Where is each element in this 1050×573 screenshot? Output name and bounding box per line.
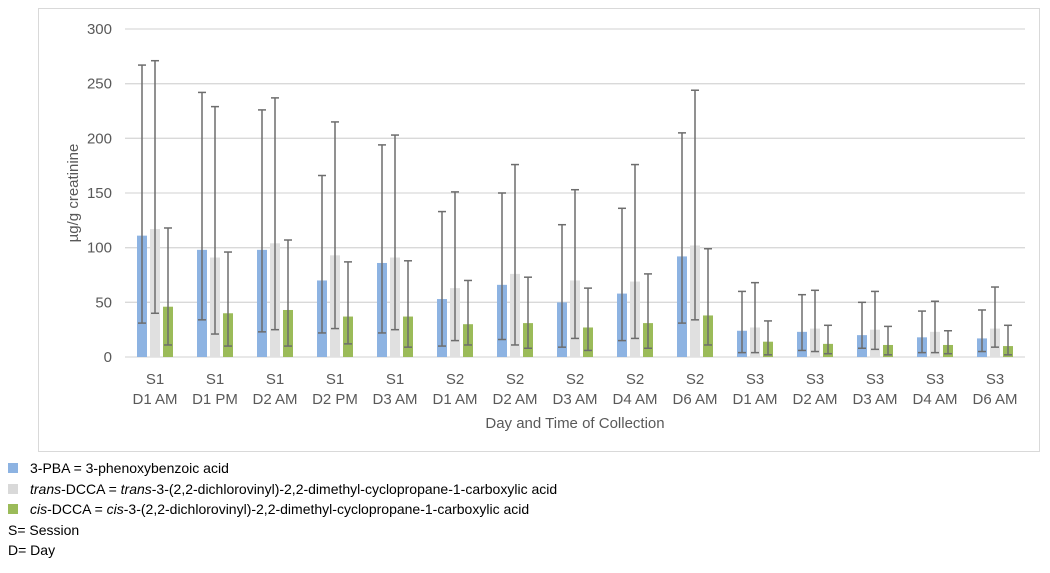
legend-note: D= Day <box>8 542 56 558</box>
x-tick-label: D6 AM <box>972 391 1017 408</box>
x-tick-label: S1 <box>206 371 224 388</box>
x-tick-label: S3 <box>806 371 824 388</box>
x-tick-label: D3 AM <box>372 391 417 408</box>
x-tick-label: D1 AM <box>432 391 477 408</box>
y-tick-label: 100 <box>87 240 112 257</box>
x-tick-label: D1 AM <box>132 391 177 408</box>
x-tick-label: D4 AM <box>912 391 957 408</box>
x-tick-label: S2 <box>566 371 584 388</box>
y-tick-label: 50 <box>95 294 112 311</box>
legend-swatch <box>8 463 18 474</box>
x-tick-label: S2 <box>686 371 704 388</box>
x-tick-label: S1 <box>326 371 344 388</box>
legend-swatch <box>8 504 18 515</box>
x-tick-label: S1 <box>386 371 404 388</box>
x-tick-label: S2 <box>446 371 464 388</box>
x-tick-label: D2 AM <box>252 391 297 408</box>
legend-item: cis-DCCA = cis-3-(2,2-dichlorovinyl)-2,2… <box>8 499 557 520</box>
bar-chart: 0 50 100 150 200 250 300 S1 D1 AM S1 D1 PM S1 D2 AM S… <box>65 21 1025 432</box>
x-tick-label: S3 <box>746 371 764 388</box>
x-tick-label: D2 PM <box>312 391 358 408</box>
x-tick-label: D1 PM <box>192 391 238 408</box>
x-tick-label: S2 <box>506 371 524 388</box>
x-axis-label: Day and Time of Collection <box>485 415 664 432</box>
legend-text: trans-DCCA = trans-3-(2,2-dichlorovinyl)… <box>30 480 558 497</box>
x-tick-label: S1 <box>146 371 164 388</box>
x-tick-label: S2 <box>626 371 644 388</box>
x-tick-label: S3 <box>986 371 1004 388</box>
x-tick-label: S3 <box>866 371 884 388</box>
y-axis-label: µg/g creatinine <box>65 144 82 243</box>
legend-text: cis-DCCA = cis-3-(2,2-dichlorovinyl)-2,2… <box>30 501 530 517</box>
x-tick-label: D4 AM <box>612 391 657 408</box>
x-tick-label: D2 AM <box>492 391 537 408</box>
chart-frame <box>38 8 1040 452</box>
x-tick-label: D3 AM <box>552 391 597 408</box>
legend-item: 3-PBA = 3-phenoxybenzoic acid <box>8 458 557 479</box>
y-tick-label: 150 <box>87 185 112 202</box>
x-tick-label: D3 AM <box>852 391 897 408</box>
x-tick-label: S1 <box>266 371 284 388</box>
legend-swatch <box>8 483 18 494</box>
legend-text: 3-PBA = 3-phenoxybenzoic acid <box>30 460 229 476</box>
legend: 3-PBA = 3-phenoxybenzoic acid trans-DCCA … <box>8 458 557 561</box>
y-tick-label: 0 <box>104 349 112 366</box>
legend-note: S= Session <box>8 521 80 538</box>
y-tick-label: 250 <box>87 76 112 93</box>
x-tick-label: D2 AM <box>792 391 837 408</box>
y-tick-label: 200 <box>87 130 112 147</box>
x-tick-label: S3 <box>926 371 944 388</box>
y-tick-label: 300 <box>87 21 112 38</box>
x-tick-label: D6 AM <box>672 391 717 408</box>
legend-item: trans-DCCA = trans-3-(2,2-dichlorovinyl)… <box>8 479 557 500</box>
x-tick-label: D1 AM <box>732 391 777 408</box>
